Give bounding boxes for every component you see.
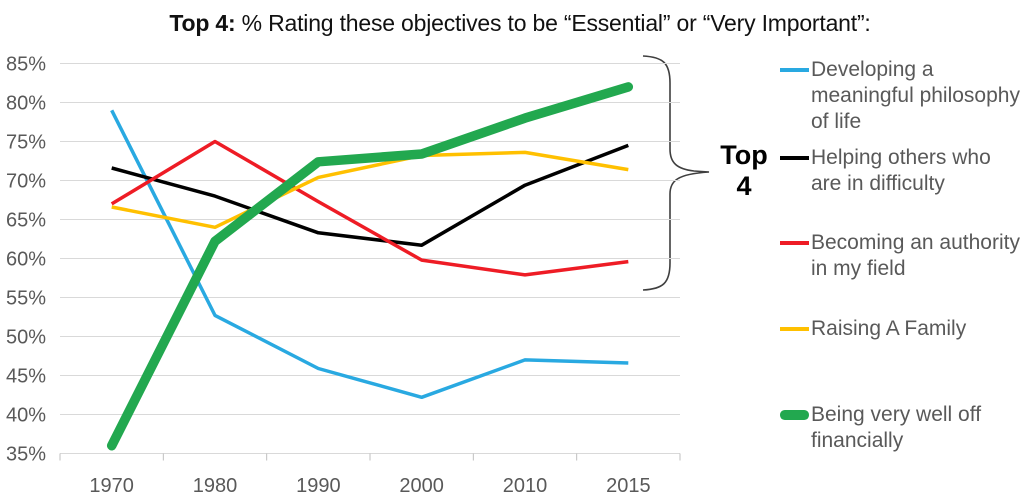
y-axis-tick-label: 75% <box>6 132 46 154</box>
y-axis-tick-label: 45% <box>6 366 46 388</box>
y-axis-tick-label: 80% <box>6 93 46 115</box>
top4-annotation: Top 4 <box>710 140 778 202</box>
legend-line-welloff-icon <box>780 410 809 420</box>
legend-label-philosophy: Developing a meaningful philosophy of li… <box>811 58 1020 133</box>
legend-line-philosophy-icon <box>780 68 809 72</box>
top4-brace <box>642 55 710 291</box>
y-axis-tick-label: 85% <box>6 54 46 76</box>
legend-label-welloff: Being very well off financially <box>811 403 982 452</box>
y-axis-tick-label: 70% <box>6 171 46 193</box>
y-axis-tick-label: 55% <box>6 288 46 310</box>
chart-title-rest: % Rating these objectives to be “Essenti… <box>235 10 871 36</box>
x-axis-tick-label: 2010 <box>503 475 548 497</box>
x-axis-tick-label: 1980 <box>193 475 238 497</box>
legend-item-authority: Becoming an authority in my field <box>780 230 1022 282</box>
x-axis-tick-label: 1970 <box>89 475 134 497</box>
legend-label-family: Raising A Family <box>811 317 967 340</box>
top4-line1: Top <box>720 140 768 170</box>
series-line <box>111 143 629 247</box>
series-line <box>111 150 629 230</box>
legend-line-family-icon <box>780 327 809 331</box>
y-axis-tick-label: 60% <box>6 249 46 271</box>
legend-item-philosophy: Developing a meaningful philosophy of li… <box>780 57 1022 135</box>
legend-label-authority: Becoming an authority in my field <box>811 231 1020 280</box>
chart-title: Top 4: % Rating these objectives to be “… <box>90 10 950 37</box>
y-axis-tick-label: 40% <box>6 405 46 427</box>
legend-item-family: Raising A Family <box>780 316 1022 342</box>
x-axis-tick-label: 2015 <box>606 475 651 497</box>
y-axis-tick-label: 50% <box>6 327 46 349</box>
top4-line2: 4 <box>736 171 752 201</box>
y-axis-tick-label: 35% <box>6 444 46 466</box>
series-line <box>106 82 634 451</box>
series-line <box>110 139 629 277</box>
chart-title-bold: Top 4: <box>169 10 236 36</box>
legend-item-welloff: Being very well off financially <box>780 402 1022 454</box>
legend-label-helping: Helping others who are in difficulty <box>811 146 991 195</box>
x-axis-tick-label: 1990 <box>296 475 341 497</box>
legend-line-helping-icon <box>780 156 809 160</box>
legend-line-authority-icon <box>780 241 809 245</box>
x-axis-tick-label: 2000 <box>399 475 444 497</box>
y-axis-tick-label: 65% <box>6 210 46 232</box>
legend-item-helping: Helping others who are in difficulty <box>780 145 1022 197</box>
